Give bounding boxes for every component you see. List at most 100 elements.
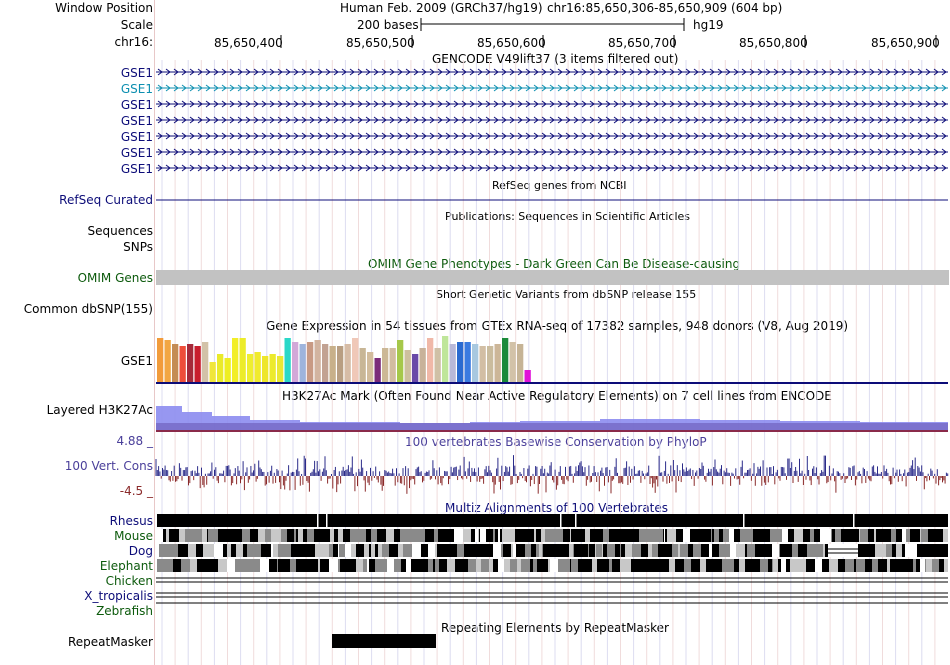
multiz-alignment-block — [772, 544, 779, 557]
multiz-alignment-block — [218, 559, 227, 572]
gencode-row-label[interactable]: GSE1 — [120, 98, 153, 112]
multiz-alignment-block — [271, 544, 273, 557]
multiz-alignment-block — [942, 544, 948, 557]
gencode-row-label[interactable]: GSE1 — [120, 130, 153, 144]
gtex-label[interactable]: GSE1 — [120, 354, 153, 368]
omim-label[interactable]: OMIM Genes — [77, 271, 153, 285]
multiz-alignment-block — [713, 559, 722, 572]
multiz-alignment-block — [371, 529, 377, 542]
phylop-label[interactable]: 100 Vert. Cons — [64, 459, 153, 473]
species-label-zebrafish[interactable]: Zebrafish — [96, 604, 153, 618]
species-label-chicken[interactable]: Chicken — [105, 574, 153, 588]
omim-gene-bar — [156, 270, 949, 285]
multiz-alignment-block — [615, 544, 620, 557]
gencode-row-label[interactable]: GSE1 — [120, 114, 153, 128]
multiz-alignment-block — [296, 559, 303, 572]
multiz-alignment-block — [307, 529, 314, 542]
species-label-dog[interactable]: Dog — [128, 544, 153, 558]
snps-label[interactable]: SNPs — [123, 240, 153, 254]
multiz-alignment-block — [451, 544, 457, 557]
multiz-alignment-block — [768, 559, 772, 572]
multiz-alignment-block — [620, 544, 621, 557]
refseq-label[interactable]: RefSeq Curated — [59, 193, 153, 207]
multiz-alignment-block — [928, 544, 934, 557]
gtex-tissue-bar — [352, 338, 359, 382]
multiz-alignment-block — [231, 544, 236, 557]
gtex-tissue-bar — [239, 338, 246, 382]
multiz-alignment-block — [157, 559, 164, 572]
multiz-alignment-block — [594, 544, 595, 557]
multiz-alignment-block — [881, 544, 886, 557]
multiz-alignment-block — [260, 559, 269, 572]
gtex-tissue-bar — [344, 344, 351, 382]
multiz-alignment-block — [225, 529, 233, 542]
publications-label[interactable]: Sequences — [87, 224, 153, 238]
multiz-alignment-block — [270, 544, 271, 557]
multiz-alignment-block — [321, 544, 329, 557]
multiz-alignment-block — [278, 559, 286, 572]
multiz-alignment-block — [838, 559, 841, 572]
h3k27ac-label[interactable]: Layered H3K27Ac — [46, 403, 153, 417]
species-label-mouse[interactable]: Mouse — [114, 529, 153, 543]
multiz-alignment-block — [466, 559, 468, 572]
species-label-rhesus[interactable]: Rhesus — [109, 514, 153, 528]
multiz-alignment-block — [333, 544, 338, 557]
multiz-alignment-block — [864, 559, 865, 572]
multiz-alignment-block — [454, 529, 463, 542]
multiz-alignment-block — [820, 529, 822, 542]
gtex-tissue-bar — [442, 336, 449, 382]
multiz-rhesus-gap — [560, 514, 562, 527]
multiz-alignment-block — [254, 544, 256, 557]
multiz-alignment-block — [258, 529, 265, 542]
species-label-elephant[interactable]: Elephant — [99, 559, 153, 573]
multiz-alignment-block — [706, 559, 713, 572]
multiz-alignment-block — [243, 544, 247, 557]
multiz-alignment-block — [660, 559, 665, 572]
gencode-row-label[interactable]: GSE1 — [120, 162, 153, 176]
multiz-alignment-block — [394, 559, 398, 572]
multiz-alignment-block — [921, 529, 926, 542]
multiz-alignment-block — [173, 559, 181, 572]
multiz-alignment-block — [389, 544, 393, 557]
gencode-row-label[interactable]: GSE1 — [120, 66, 153, 80]
multiz-alignment-block — [578, 559, 584, 572]
multiz-alignment-block — [623, 529, 632, 542]
multiz-alignment-block — [862, 544, 870, 557]
multiz-alignment-block — [730, 544, 736, 557]
transcript-strand-arrows — [157, 84, 947, 92]
multiz-alignment-block — [925, 559, 926, 572]
multiz-alignment-block — [832, 544, 835, 557]
multiz-alignment-block — [669, 559, 675, 572]
multiz-alignment-block — [574, 544, 581, 557]
transcript-strand-arrows — [157, 164, 947, 172]
multiz-alignment-block — [835, 529, 841, 542]
repeatmasker-label[interactable]: RepeatMasker — [67, 635, 153, 649]
multiz-alignment-block — [502, 529, 508, 542]
multiz-alignment-block — [493, 529, 495, 542]
multiz-alignment-block — [708, 529, 711, 542]
multiz-alignment-block — [476, 559, 481, 572]
multiz-alignment-block — [542, 544, 543, 557]
multiz-alignment-block — [596, 544, 602, 557]
multiz-alignment-block — [782, 529, 788, 542]
multiz-alignment-block — [622, 559, 631, 572]
multiz-alignment-block — [757, 559, 760, 572]
scale-db: hg19 — [693, 18, 724, 32]
multiz-alignment-block — [463, 529, 471, 542]
dbsnp-label[interactable]: Common dbSNP(155) — [23, 302, 153, 316]
gtex-tissue-bar — [314, 340, 321, 382]
gencode-row-label[interactable]: GSE1 — [120, 146, 153, 160]
multiz-alignment-block — [207, 529, 208, 542]
gencode-row-label[interactable]: GSE1 — [120, 82, 153, 96]
multiz-alignment-block — [286, 559, 290, 572]
multiz-alignment-block — [550, 559, 558, 572]
multiz-alignment-block — [210, 544, 214, 557]
multiz-alignment-block — [799, 559, 806, 572]
species-label-x-tropicalis[interactable]: X_tropicalis — [84, 589, 153, 603]
multiz-alignment-block — [446, 529, 453, 542]
multiz-alignment-block — [872, 559, 878, 572]
multiz-alignment-block — [874, 529, 876, 542]
multiz-alignment-block — [508, 529, 515, 542]
transcript-strand-arrows — [157, 68, 947, 76]
multiz-alignment-block — [747, 544, 755, 557]
